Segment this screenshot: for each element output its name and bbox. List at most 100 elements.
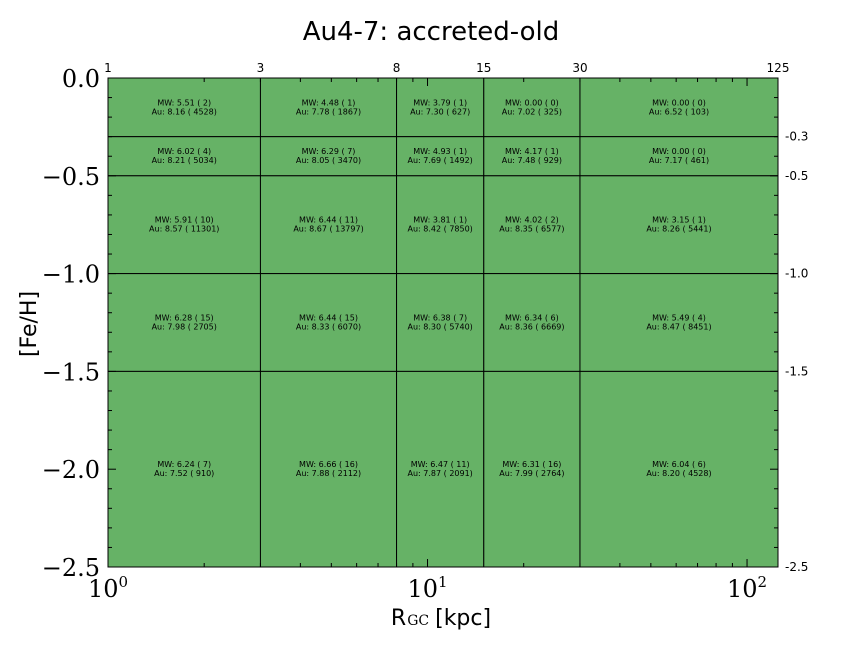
y-tick-label: −0.5 <box>42 163 100 191</box>
y-tick-label: 0.0 <box>62 65 100 93</box>
cell-au-label: Au: 7.98 ( 2705) <box>152 323 217 332</box>
x-bin-edge-label: 8 <box>393 61 401 75</box>
cell-au-label: Au: 7.87 ( 2091) <box>408 469 473 478</box>
cell-mw-label: MW: 6.66 ( 16) <box>299 460 358 469</box>
heatmap-cell: MW: 6.02 ( 4)Au: 8.21 ( 5034) <box>107 136 261 177</box>
cell-rect <box>259 273 398 372</box>
cell-mw-label: MW: 6.29 ( 7) <box>302 147 356 156</box>
heatmap-cell: MW: 6.24 ( 7)Au: 7.52 ( 910) <box>107 370 261 568</box>
cell-mw-label: MW: 6.28 ( 15) <box>155 314 214 323</box>
heatmap-cell: MW: 4.17 ( 1)Au: 7.48 ( 929) <box>483 136 581 177</box>
heatmap-cell: MW: 0.00 ( 0)Au: 7.02 ( 325) <box>483 77 581 138</box>
cell-mw-label: MW: 4.17 ( 1) <box>505 147 559 156</box>
heatmap-cell: MW: 6.47 ( 11)Au: 7.87 ( 2091) <box>396 370 485 568</box>
y-bin-edge-label: -0.3 <box>785 130 808 144</box>
cell-rect <box>396 273 485 372</box>
cell-au-label: Au: 8.21 ( 5034) <box>152 156 217 165</box>
cell-au-label: Au: 7.78 ( 1867) <box>296 107 361 116</box>
cell-rect <box>259 77 398 138</box>
heatmap-cell: MW: 6.34 ( 6)Au: 8.36 ( 6669) <box>483 273 581 372</box>
heatmap-cell: MW: 4.02 ( 2)Au: 8.35 ( 6577) <box>483 175 581 275</box>
cell-mw-label: MW: 0.00 ( 0) <box>652 147 706 156</box>
heatmap-cell: MW: 6.04 ( 6)Au: 8.20 ( 4528) <box>579 370 779 568</box>
cell-au-label: Au: 8.05 ( 3470) <box>296 156 361 165</box>
heatmap-cell: MW: 0.00 ( 0)Au: 6.52 ( 103) <box>579 77 779 138</box>
cell-au-label: Au: 8.20 ( 4528) <box>646 469 711 478</box>
cell-rect <box>107 77 261 138</box>
cell-mw-label: MW: 6.44 ( 11) <box>299 216 358 225</box>
cell-au-label: Au: 7.02 ( 325) <box>502 107 562 116</box>
cell-au-label: Au: 7.69 ( 1492) <box>408 156 473 165</box>
cell-rect <box>579 273 779 372</box>
heatmap-cell: MW: 6.66 ( 16)Au: 7.88 ( 2112) <box>259 370 398 568</box>
x-axis-label-main: R <box>391 606 406 631</box>
y-bin-edge-label: -1.0 <box>785 267 808 281</box>
x-tick-label-base: 10 <box>727 575 758 603</box>
x-bin-edge-label: 15 <box>476 61 491 75</box>
x-tick-label: 100 <box>88 573 128 603</box>
cell-rect <box>579 136 779 177</box>
x-tick-label-exponent: 0 <box>119 573 129 591</box>
cell-mw-label: MW: 6.34 ( 6) <box>505 314 559 323</box>
y-tick-label: −2.0 <box>42 456 100 484</box>
cell-au-label: Au: 7.48 ( 929) <box>502 156 562 165</box>
y-bin-edge-label: -0.5 <box>785 169 808 183</box>
cell-au-label: Au: 7.30 ( 627) <box>410 107 470 116</box>
cell-mw-label: MW: 3.79 ( 1) <box>413 98 467 107</box>
x-axis-label-subscript: GC <box>407 613 429 629</box>
cell-au-label: Au: 7.99 ( 2764) <box>499 469 564 478</box>
cell-rect <box>396 175 485 275</box>
cell-mw-label: MW: 3.81 ( 1) <box>413 216 467 225</box>
cell-au-label: Au: 8.33 ( 6070) <box>296 323 361 332</box>
chart-title: Au4-7: accreted-old <box>303 17 560 47</box>
cell-mw-label: MW: 5.51 ( 2) <box>157 98 211 107</box>
x-bin-edge-label: 125 <box>767 61 790 75</box>
y-tick-label: −2.5 <box>42 554 100 582</box>
cell-rect <box>483 77 581 138</box>
y-bin-edge-label: -1.5 <box>785 364 808 378</box>
cell-rect <box>483 175 581 275</box>
cell-rect <box>396 136 485 177</box>
y-tick-label: −1.5 <box>42 358 100 386</box>
cell-rect <box>579 175 779 275</box>
x-tick-label-base: 10 <box>407 575 438 603</box>
cell-rect <box>259 370 398 568</box>
plot-area: MW: 5.51 ( 2)Au: 8.16 ( 4528)MW: 4.48 ( … <box>42 61 809 603</box>
x-tick-label: 101 <box>407 573 447 603</box>
plot-frame <box>107 77 779 568</box>
cell-mw-label: MW: 0.00 ( 0) <box>652 98 706 107</box>
cell-au-label: Au: 8.35 ( 6577) <box>499 225 564 234</box>
heatmap-cell: MW: 3.79 ( 1)Au: 7.30 ( 627) <box>396 77 485 138</box>
cell-au-label: Au: 6.52 ( 103) <box>649 107 709 116</box>
cell-mw-label: MW: 6.31 ( 16) <box>502 460 561 469</box>
cell-mw-label: MW: 5.91 ( 10) <box>155 216 214 225</box>
cell-mw-label: MW: 6.02 ( 4) <box>157 147 211 156</box>
cell-mw-label: MW: 4.93 ( 1) <box>413 147 467 156</box>
cell-au-label: Au: 7.88 ( 2112) <box>296 469 361 478</box>
y-bin-edge-label: -2.5 <box>785 560 808 574</box>
x-tick-label: 102 <box>727 573 767 603</box>
x-tick-label-base: 10 <box>88 575 119 603</box>
cell-au-label: Au: 7.17 ( 461) <box>649 156 709 165</box>
cell-au-label: Au: 8.16 ( 4528) <box>152 107 217 116</box>
cell-mw-label: MW: 6.38 ( 7) <box>413 314 467 323</box>
y-tick-label: −1.0 <box>42 261 100 289</box>
cell-au-label: Au: 8.30 ( 5740) <box>408 323 473 332</box>
cell-mw-label: MW: 6.47 ( 11) <box>411 460 470 469</box>
cell-au-label: Au: 8.47 ( 8451) <box>646 323 711 332</box>
heatmap-cell: MW: 6.38 ( 7)Au: 8.30 ( 5740) <box>396 273 485 372</box>
cell-au-label: Au: 8.42 ( 7850) <box>408 225 473 234</box>
cell-mw-label: MW: 0.00 ( 0) <box>505 98 559 107</box>
cell-mw-label: MW: 6.44 ( 15) <box>299 314 358 323</box>
x-tick-label-exponent: 2 <box>758 573 768 591</box>
cell-mw-label: MW: 3.15 ( 1) <box>652 216 706 225</box>
x-bin-edge-label: 1 <box>104 61 112 75</box>
heatmap-cell: MW: 4.93 ( 1)Au: 7.69 ( 1492) <box>396 136 485 177</box>
cell-rect <box>579 77 779 138</box>
x-tick-label-exponent: 1 <box>438 573 448 591</box>
x-axis-label: RGC [kpc] <box>391 606 491 631</box>
y-axis-label: [Fe/H] <box>17 291 42 357</box>
heatmap-cell: MW: 0.00 ( 0)Au: 7.17 ( 461) <box>579 136 779 177</box>
cell-rect <box>483 273 581 372</box>
